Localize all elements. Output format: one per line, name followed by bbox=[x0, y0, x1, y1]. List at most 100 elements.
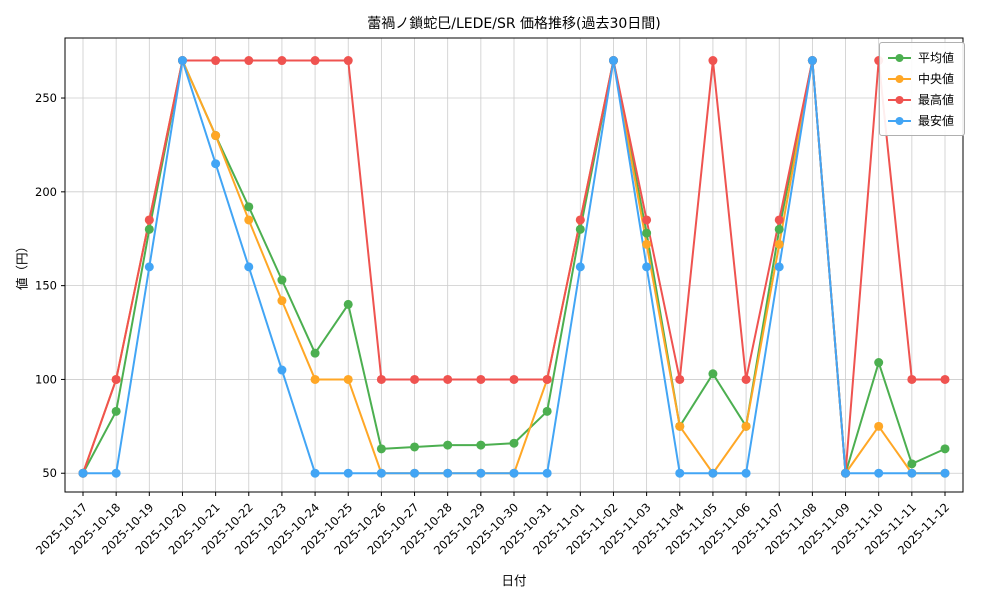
data-point-min bbox=[277, 365, 287, 375]
y-tick-label: 50 bbox=[42, 466, 57, 480]
data-point-average bbox=[244, 202, 254, 212]
data-point-min bbox=[443, 468, 453, 478]
data-point-min bbox=[642, 262, 652, 272]
data-point-max bbox=[310, 56, 320, 66]
data-point-min bbox=[343, 468, 353, 478]
data-point-average bbox=[277, 275, 287, 285]
data-point-max bbox=[675, 374, 685, 384]
grid bbox=[65, 38, 963, 492]
data-point-average bbox=[542, 406, 552, 416]
data-point-min bbox=[907, 468, 917, 478]
legend: 平均値中央値最高値最安値 bbox=[878, 42, 965, 136]
data-point-min bbox=[111, 468, 121, 478]
legend-marker-median bbox=[887, 73, 912, 85]
data-point-average bbox=[642, 228, 652, 238]
data-point-average bbox=[708, 369, 718, 379]
data-point-average bbox=[144, 224, 154, 234]
data-point-median bbox=[310, 374, 320, 384]
data-point-average bbox=[410, 442, 420, 452]
data-point-average bbox=[310, 348, 320, 358]
y-axis-label: 値（円） bbox=[14, 239, 30, 291]
y-tick-labels: 50 100 150 200 250 bbox=[35, 91, 57, 480]
data-point-average bbox=[874, 358, 884, 368]
data-point-max bbox=[144, 215, 154, 225]
data-point-min bbox=[376, 468, 386, 478]
data-point-min bbox=[310, 468, 320, 478]
data-point-max bbox=[111, 374, 121, 384]
data-point-min bbox=[211, 159, 221, 169]
data-point-max bbox=[741, 374, 751, 384]
data-point-max bbox=[410, 374, 420, 384]
data-point-min bbox=[940, 468, 950, 478]
x-tick-labels: 2025-10-172025-10-182025-10-192025-10-20… bbox=[33, 500, 952, 557]
data-point-average bbox=[907, 459, 917, 469]
data-point-min bbox=[509, 468, 519, 478]
data-point-average bbox=[111, 406, 121, 416]
data-point-max bbox=[211, 56, 221, 66]
data-point-min bbox=[708, 468, 718, 478]
legend-item-average: 平均値 bbox=[887, 49, 954, 66]
legend-label-max: 最高値 bbox=[917, 93, 954, 107]
y-tick-label: 100 bbox=[35, 372, 57, 386]
chart-title: 蕾禍ノ鎖蛇巳/LEDE/SR 価格推移(過去30日間) bbox=[367, 16, 661, 32]
legend-item-min: 最安値 bbox=[887, 112, 954, 129]
data-point-max bbox=[542, 374, 552, 384]
legend-item-max: 最高値 bbox=[887, 91, 954, 108]
data-point-min bbox=[874, 468, 884, 478]
data-point-min bbox=[78, 468, 88, 478]
y-tick-label: 150 bbox=[35, 279, 57, 293]
data-point-min bbox=[476, 468, 486, 478]
data-point-min bbox=[575, 262, 585, 272]
data-point-max bbox=[642, 215, 652, 225]
data-point-average bbox=[774, 224, 784, 234]
data-point-average bbox=[575, 224, 585, 234]
data-point-median bbox=[277, 296, 287, 306]
legend-label-median: 中央値 bbox=[917, 72, 954, 86]
data-point-min bbox=[244, 262, 254, 272]
data-point-max bbox=[575, 215, 585, 225]
data-point-max bbox=[476, 374, 486, 384]
data-point-min bbox=[410, 468, 420, 478]
data-point-median bbox=[874, 421, 884, 431]
data-point-median bbox=[343, 374, 353, 384]
y-tick-label: 200 bbox=[35, 185, 57, 199]
legend-marker-min bbox=[887, 115, 912, 127]
data-point-average bbox=[443, 440, 453, 450]
data-point-max bbox=[443, 374, 453, 384]
legend-marker-max bbox=[887, 94, 912, 106]
data-point-max bbox=[708, 56, 718, 66]
data-point-median bbox=[675, 421, 685, 431]
series-markers-min bbox=[78, 56, 950, 478]
data-point-max bbox=[509, 374, 519, 384]
legend-label-average: 平均値 bbox=[917, 51, 954, 65]
data-point-min bbox=[741, 468, 751, 478]
data-point-max bbox=[244, 56, 254, 66]
data-point-min bbox=[177, 56, 187, 66]
data-point-average bbox=[940, 444, 950, 454]
data-point-min bbox=[807, 56, 817, 66]
data-point-min bbox=[774, 262, 784, 272]
y-tick-label: 250 bbox=[35, 91, 57, 105]
data-point-average bbox=[476, 440, 486, 450]
data-point-average bbox=[509, 438, 519, 448]
data-point-max bbox=[277, 56, 287, 66]
data-point-median bbox=[642, 239, 652, 249]
data-point-min bbox=[542, 468, 552, 478]
data-point-average bbox=[376, 444, 386, 454]
tick-marks bbox=[61, 97, 946, 496]
data-point-max bbox=[343, 56, 353, 66]
data-point-min bbox=[608, 56, 618, 66]
data-point-min bbox=[144, 262, 154, 272]
data-point-median bbox=[244, 215, 254, 225]
legend-item-median: 中央値 bbox=[887, 70, 954, 87]
x-axis-label: 日付 bbox=[501, 573, 527, 588]
data-point-max bbox=[907, 374, 917, 384]
data-point-max bbox=[940, 374, 950, 384]
data-point-median bbox=[741, 421, 751, 431]
data-point-median bbox=[774, 239, 784, 249]
data-point-median bbox=[211, 131, 221, 141]
data-point-min bbox=[841, 468, 851, 478]
data-point-max bbox=[774, 215, 784, 225]
